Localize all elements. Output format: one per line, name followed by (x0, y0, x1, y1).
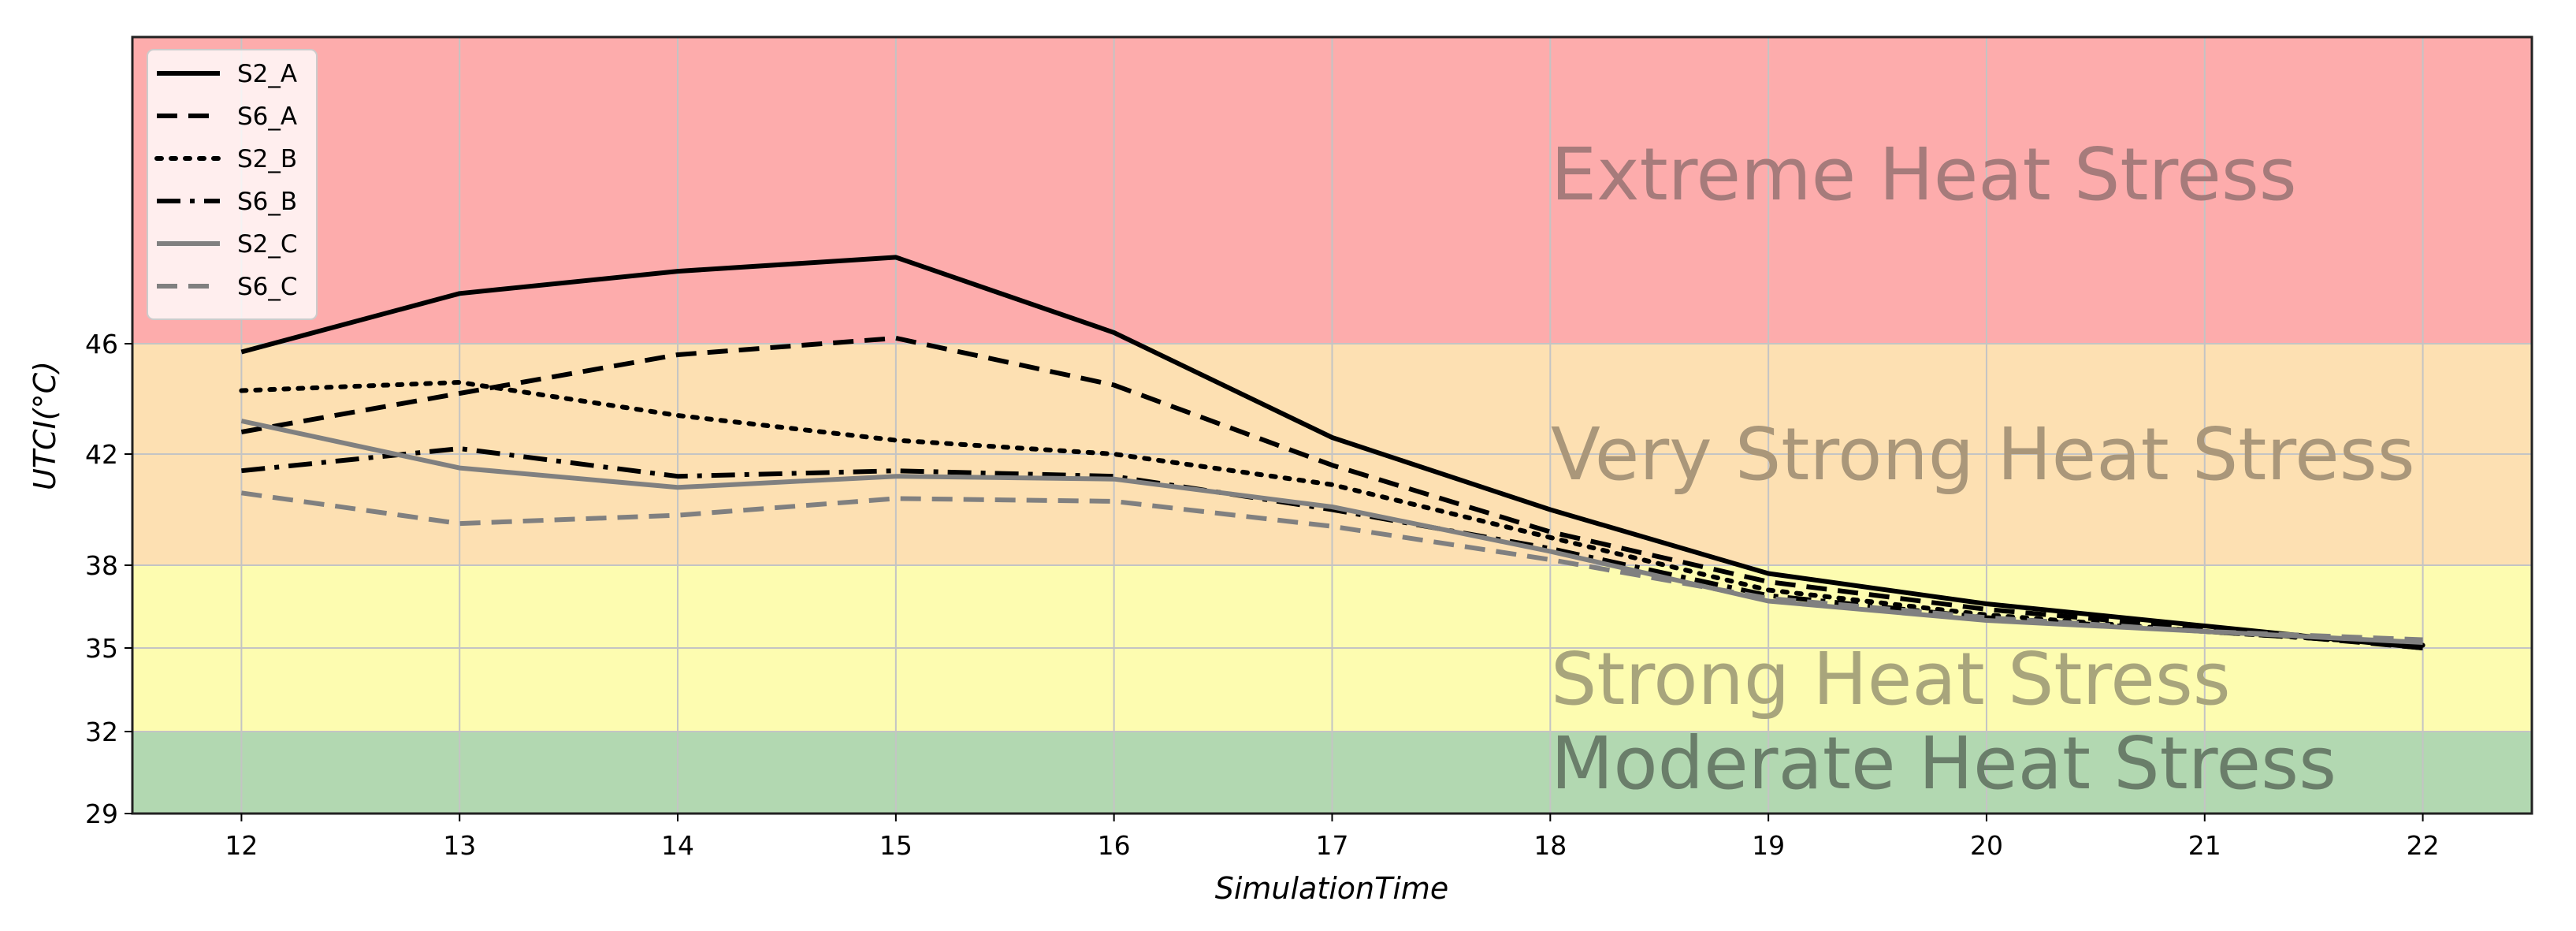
series-line-s6-a (240, 335, 2423, 650)
y-tick-label: 29 (85, 799, 118, 829)
x-tick-label: 22 (2407, 830, 2440, 861)
y-axis-title: UTCI(°C) (28, 361, 62, 490)
zone-label-extreme-heat-stress: Extreme Heat Stress (1551, 132, 2297, 217)
grid-lines (132, 37, 2532, 814)
legend-label-s6-a: S6_A (237, 102, 297, 131)
legend-label-s6-b: S6_B (237, 188, 297, 216)
series-line-s6-c (240, 490, 2423, 642)
x-tick-label: 16 (1098, 830, 1131, 861)
y-tick-label: 42 (85, 439, 118, 470)
legend: S2_A S6_A S2_B S6_B S2_C S6_C (147, 49, 318, 320)
y-tick-label: 46 (85, 329, 118, 359)
y-axis-ticks: 29 32 35 38 42 46 (85, 329, 132, 829)
series-line-s2-a (240, 255, 2423, 650)
zone-label-moderate-heat-stress: Moderate Heat Stress (1551, 721, 2336, 806)
y-tick-label: 35 (85, 633, 118, 664)
x-axis-title: SimulationTime (1215, 871, 1449, 906)
x-tick-label: 13 (443, 830, 476, 861)
legend-label-s2-c: S2_C (237, 230, 298, 259)
legend-label-s2-a: S2_A (237, 60, 297, 88)
x-tick-label: 18 (1533, 830, 1567, 861)
zone-label-very-strong-heat-stress: Very Strong Heat Stress (1551, 412, 2415, 497)
legend-label-s6-c: S6_C (237, 273, 298, 301)
stress-zone-labels: Extreme Heat Stress Very Strong Heat Stre… (1551, 132, 2415, 806)
zone-label-strong-heat-stress: Strong Heat Stress (1551, 637, 2231, 721)
x-tick-label: 15 (879, 830, 913, 861)
legend-label-s2-b: S2_B (237, 145, 297, 173)
x-tick-label: 20 (1970, 830, 2003, 861)
x-axis-ticks: 12 13 14 15 16 17 18 19 20 21 22 (225, 814, 2440, 861)
x-tick-label: 17 (1316, 830, 1349, 861)
data-series (239, 255, 2425, 650)
x-tick-label: 14 (661, 830, 694, 861)
x-tick-label: 19 (1752, 830, 1785, 861)
series-line-s2-b (239, 380, 2425, 648)
x-tick-label: 12 (225, 830, 258, 861)
y-tick-label: 38 (85, 550, 118, 581)
x-tick-label: 21 (2188, 830, 2221, 861)
y-tick-label: 32 (85, 717, 118, 747)
